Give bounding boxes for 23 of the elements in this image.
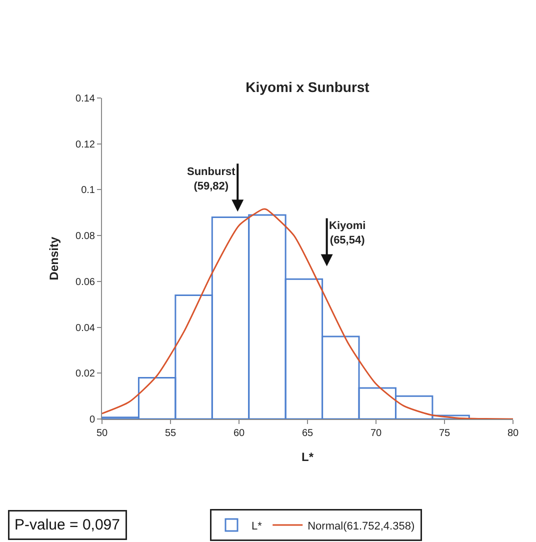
x-axis-title: L* (302, 450, 314, 464)
x-tick-label: 60 (233, 428, 245, 439)
y-tick-label: 0.06 (76, 276, 96, 288)
x-tick-label: 50 (96, 428, 108, 439)
x-tick-label: 55 (164, 428, 176, 439)
y-tick-label: 0.1 (81, 185, 96, 196)
y-axis-title: Density (46, 236, 61, 280)
y-tick-label: 0 (89, 414, 96, 426)
y-tick-label: 0.04 (76, 322, 96, 334)
y-tick-label: 0.08 (76, 231, 96, 242)
text: P-value = 0,097 (14, 516, 120, 534)
x-tick-label: 70 (370, 428, 382, 439)
y-tick-label: 0.14 (76, 94, 96, 104)
x-tick-label: 65 (302, 428, 314, 439)
legend-label: L* (252, 520, 263, 532)
annotation: Kiyomi (65,54) (329, 220, 366, 246)
x-tick-label: 75 (438, 428, 450, 439)
chart-title: Kiyomi x Sunburst (246, 78, 370, 95)
x-tick-label: 80 (507, 428, 519, 439)
annotation: Sunburst (59,82) (187, 166, 236, 192)
y-tick-label: 0.02 (76, 368, 96, 380)
y-tick-label: 0.12 (76, 139, 96, 150)
legend-label: Normal(61.752,4.358) (308, 520, 415, 532)
